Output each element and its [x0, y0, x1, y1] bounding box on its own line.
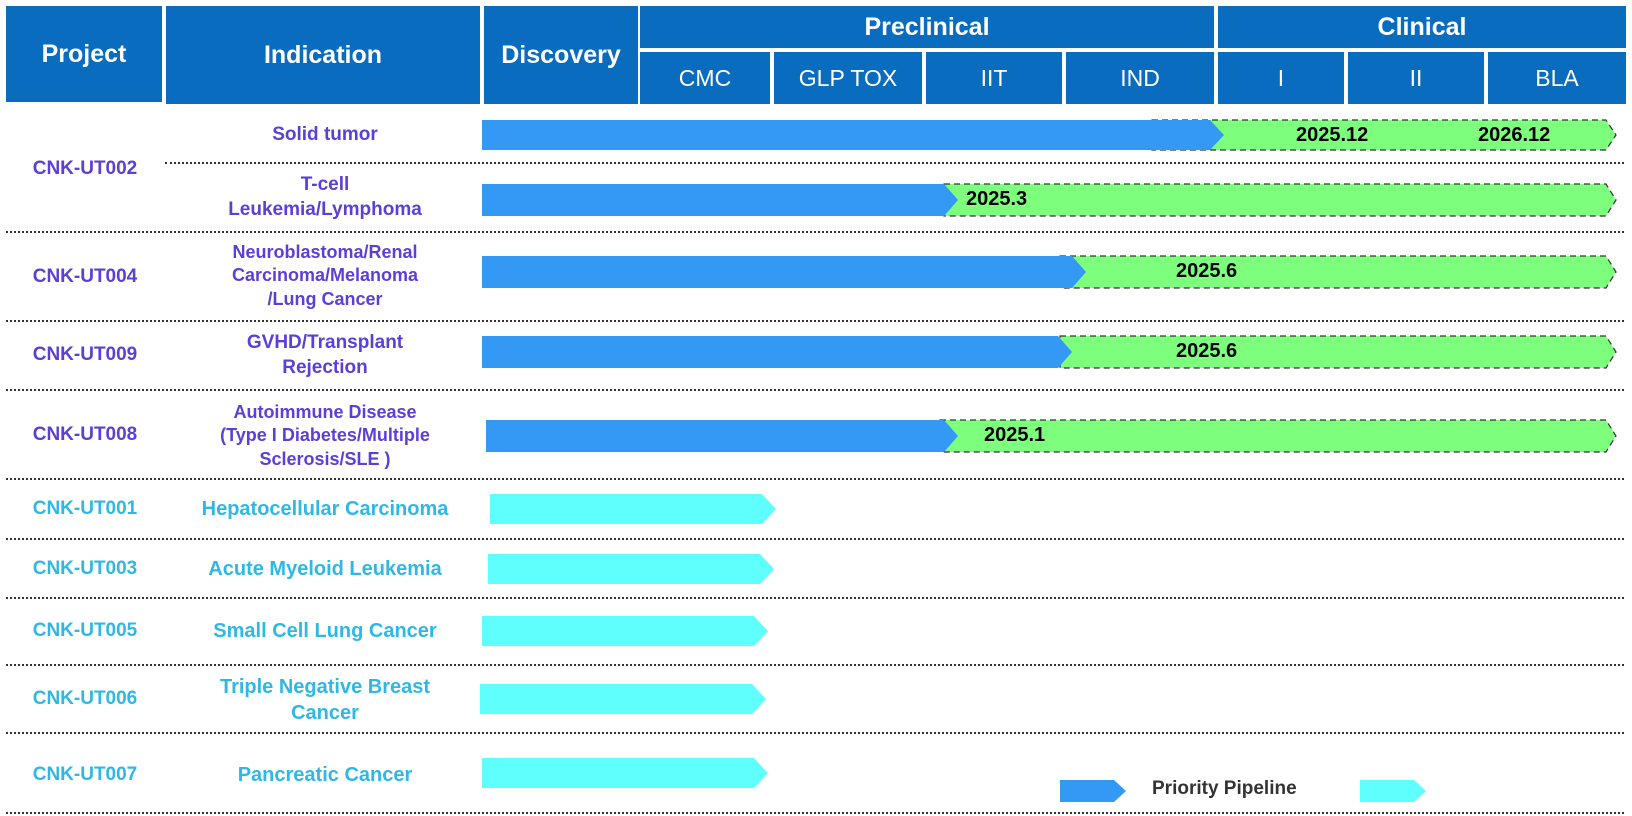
progress-arrow [486, 420, 958, 452]
progress-arrow [488, 554, 774, 584]
indication-label: Acute Myeloid Leukemia [208, 558, 442, 580]
stage-iit: IIT [926, 52, 1062, 104]
progress-arrow [482, 336, 1072, 368]
indication-label: Pancreatic Cancer [237, 764, 413, 786]
row-separator [6, 597, 1624, 599]
row-separator [6, 389, 1624, 391]
stage-glp-tox: GLP TOX [774, 52, 922, 104]
progress-arrow [482, 256, 1086, 288]
stage-phase-ii: II [1348, 52, 1484, 104]
row-separator [6, 732, 1624, 734]
stage-phase-i: I [1218, 52, 1344, 104]
progress-arrow [480, 684, 766, 714]
row-separator [6, 231, 1624, 233]
project-label: CNK-UT001 [32, 498, 138, 519]
header-preclinical: Preclinical [640, 6, 1214, 48]
project-label: CNK-UT005 [32, 620, 138, 641]
indication-label: T-cell Leukemia/Lymphoma [228, 174, 422, 220]
stage-bla: BLA [1488, 52, 1626, 104]
project-label: CNK-UT008 [32, 424, 138, 445]
project-label: CNK-UT009 [32, 344, 138, 365]
project-label: CNK-UT004 [32, 266, 138, 287]
row-separator [6, 320, 1624, 322]
indication-label: Solid tumor [272, 123, 378, 145]
indication-label: Neuroblastoma/Renal Carcinoma/Melanoma/Lu… [231, 241, 419, 309]
future-arrow [1151, 119, 1617, 151]
stage-ind: IND [1066, 52, 1214, 104]
header-clinical: Clinical [1218, 6, 1626, 48]
future-arrow [1059, 335, 1617, 369]
indication-label: Hepatocellular Carcinoma [201, 498, 449, 520]
indication-label: Triple Negative Breast Cancer [219, 676, 431, 724]
project-label: CNK-UT006 [32, 688, 138, 709]
progress-arrow [482, 616, 768, 646]
row-separator [6, 478, 1624, 480]
project-label: CNK-UT002 [32, 158, 138, 179]
milestone-label: 2025.6 [1176, 340, 1238, 362]
progress-arrow [482, 758, 768, 788]
milestone-label: 2025.3 [966, 188, 1028, 210]
future-arrow [943, 183, 1617, 217]
indication-label: Small Cell Lung Cancer [213, 620, 437, 642]
row-separator [165, 162, 1624, 164]
indication-label: Autoimmune Disease (Type I Diabetes/Multi… [220, 401, 430, 469]
row-separator [6, 664, 1624, 666]
row-separator [6, 812, 1624, 814]
indication-label: GVHD/Transplant Rejection [246, 332, 404, 378]
milestone-label: 2025.1 [984, 424, 1046, 446]
legend-other-swatch [1360, 780, 1426, 802]
legend-priority-swatch [1060, 780, 1126, 802]
header-indication: Indication [166, 6, 480, 104]
row-separator [6, 538, 1624, 540]
legend-priority-label: Priority Pipeline [1152, 778, 1297, 799]
header-discovery: Discovery [484, 6, 638, 104]
project-label: CNK-UT007 [32, 764, 138, 785]
milestone-label: 2025.12 [1296, 124, 1369, 146]
milestone-label: 2025.6 [1176, 260, 1238, 282]
milestone-label: 2026.12 [1478, 124, 1551, 146]
progress-arrow [482, 120, 1224, 150]
progress-arrow [490, 494, 776, 524]
stage-cmc: CMC [640, 52, 770, 104]
header-project: Project [6, 6, 162, 102]
project-label: CNK-UT003 [32, 558, 138, 579]
progress-arrow [482, 184, 958, 216]
future-arrow [1059, 255, 1617, 289]
